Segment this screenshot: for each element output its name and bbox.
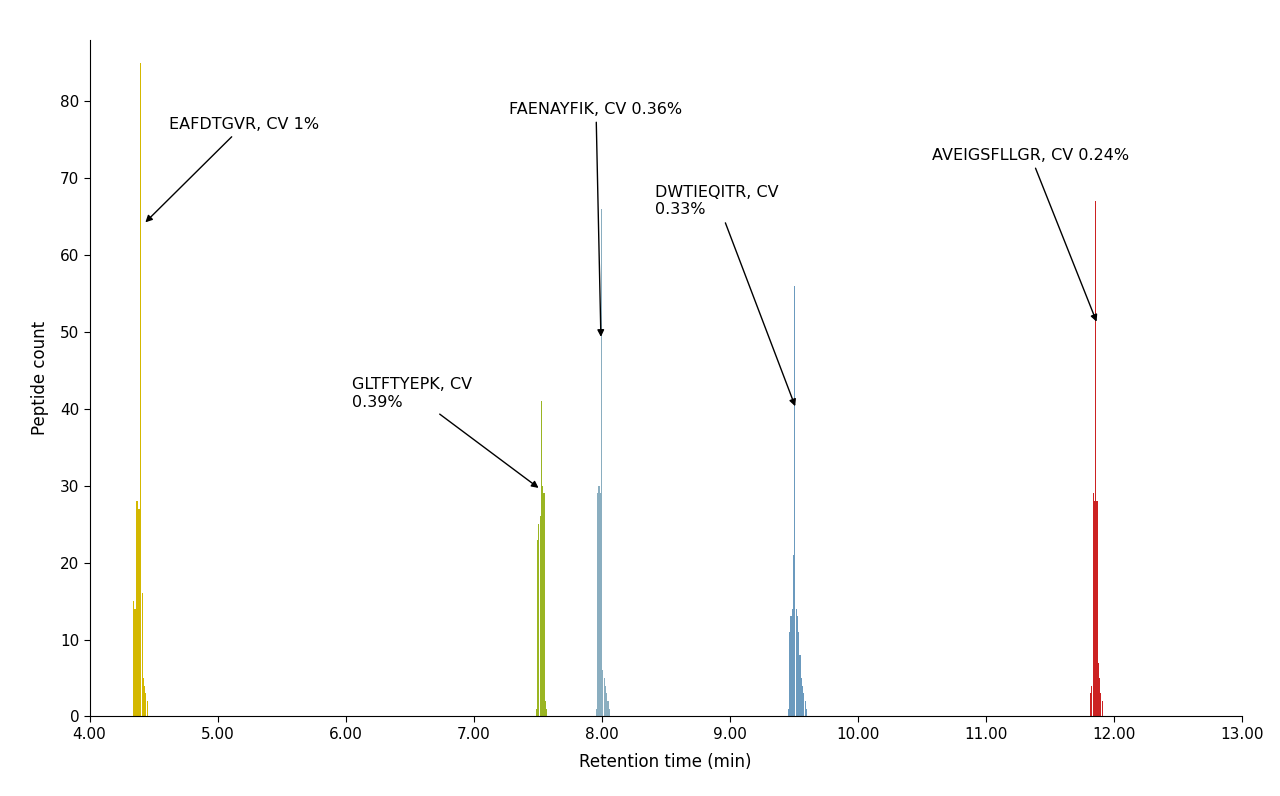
Text: DWTIEQITR, CV
0.33%: DWTIEQITR, CV 0.33% — [655, 185, 795, 405]
Text: FAENAYFIK, CV 0.36%: FAENAYFIK, CV 0.36% — [509, 102, 682, 335]
Y-axis label: Peptide count: Peptide count — [31, 321, 49, 435]
Text: GLTFTYEPK, CV
0.39%: GLTFTYEPK, CV 0.39% — [352, 377, 538, 487]
X-axis label: Retention time (min): Retention time (min) — [580, 753, 751, 771]
Text: AVEIGSFLLGR, CV 0.24%: AVEIGSFLLGR, CV 0.24% — [932, 148, 1129, 320]
Text: EAFDTGVR, CV 1%: EAFDTGVR, CV 1% — [146, 117, 319, 221]
